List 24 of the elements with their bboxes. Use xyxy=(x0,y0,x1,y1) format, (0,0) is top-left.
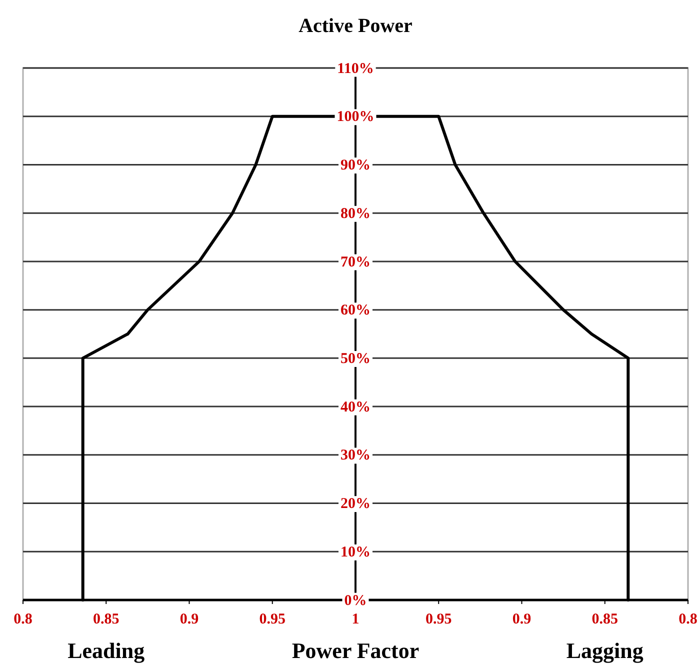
x-tick-label: 1 xyxy=(352,612,360,628)
text: Lagging xyxy=(566,638,644,663)
x-tick-label: 0.85 xyxy=(93,612,120,628)
x-tick-label: 0.8 xyxy=(14,612,32,628)
y-tick-label: 50% xyxy=(340,350,370,367)
x-tick-label: 0.9 xyxy=(180,612,199,628)
x-tick-label: 0.95 xyxy=(259,612,286,628)
x-tick-label: 0.95 xyxy=(426,612,452,628)
y-tick-label: 90% xyxy=(340,158,370,174)
y-tick-label: 0% xyxy=(344,592,367,609)
y-tick-label: 10% xyxy=(340,544,370,560)
x-tick-label: 0.9 xyxy=(512,612,532,628)
y-tick-label: 60% xyxy=(340,302,370,319)
y-tick-label: 20% xyxy=(340,496,370,512)
x-axis-title: Power Factor xyxy=(292,638,420,663)
y-tick-label: 40% xyxy=(340,399,370,416)
x-tick-label: 0.8 xyxy=(678,612,698,628)
text: Leading xyxy=(68,638,145,663)
y-tick-label: 80% xyxy=(340,206,370,222)
x-tick-label: 0.85 xyxy=(592,612,618,628)
y-tick-label: 30% xyxy=(340,448,370,464)
y-tick-label: 70% xyxy=(340,254,370,270)
y-tick-label: 110% xyxy=(337,60,374,77)
chart-title: Active Power xyxy=(298,15,413,37)
